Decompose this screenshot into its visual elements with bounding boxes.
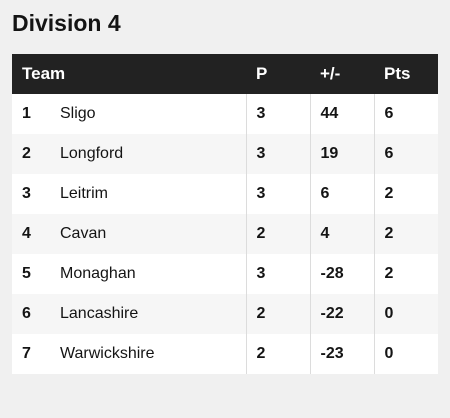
table-header: Team P +/- Pts <box>12 54 438 94</box>
table-row: 3 Leitrim 3 6 2 <box>12 174 438 214</box>
played-cell: 2 <box>245 334 310 374</box>
diff-cell: 6 <box>309 174 374 214</box>
team-cell: 5 Monaghan <box>12 254 246 294</box>
team-name: Monaghan <box>60 265 136 282</box>
position: 3 <box>22 185 31 202</box>
position: 4 <box>22 225 31 242</box>
team-name: Leitrim <box>60 185 109 202</box>
diff-cell: 4 <box>309 214 374 254</box>
header-points: Pts <box>384 64 411 83</box>
points-cell: 2 <box>373 214 438 254</box>
diff-cell: -23 <box>309 334 374 374</box>
team-cell: 4 Cavan <box>12 214 246 254</box>
position: 2 <box>22 145 31 162</box>
played-cell: 3 <box>245 174 310 214</box>
played-cell: 3 <box>245 254 310 294</box>
position: 6 <box>22 305 31 322</box>
position: 5 <box>22 265 31 282</box>
table-row: 5 Monaghan 3 -28 2 <box>12 254 438 294</box>
points-cell: 2 <box>373 254 438 294</box>
diff-cell: -22 <box>309 294 374 334</box>
page-title: Division 4 <box>12 10 121 36</box>
team-cell: 3 Leitrim <box>12 174 246 214</box>
points-cell: 2 <box>373 174 438 214</box>
header-diff: +/- <box>320 64 341 83</box>
team-name: Lancashire <box>60 305 139 322</box>
position: 1 <box>22 105 31 122</box>
points-cell: 0 <box>373 294 438 334</box>
table-body: 1 Sligo 3 44 6 2 Longford 3 19 6 3 Leitrim … <box>12 94 438 374</box>
table-row: 4 Cavan 2 4 2 <box>12 214 438 254</box>
team-cell: 1 Sligo <box>12 94 246 134</box>
played-cell: 3 <box>245 134 310 174</box>
diff-cell: 44 <box>309 94 374 134</box>
position: 7 <box>22 345 31 362</box>
points-cell: 0 <box>373 334 438 374</box>
table-row: 2 Longford 3 19 6 <box>12 134 438 174</box>
standings-table: Team P +/- Pts 1 Sligo 3 44 6 2 Longford 3… <box>12 54 438 374</box>
team-name: Sligo <box>60 105 96 122</box>
diff-cell: -28 <box>309 254 374 294</box>
table-row: 7 Warwickshire 2 -23 0 <box>12 334 438 374</box>
header-row: Team P +/- Pts <box>12 54 438 94</box>
played-cell: 2 <box>245 214 310 254</box>
played-cell: 3 <box>245 94 310 134</box>
team-cell: 2 Longford <box>12 134 246 174</box>
team-cell: 6 Lancashire <box>12 294 246 334</box>
table-row: 6 Lancashire 2 -22 0 <box>12 294 438 334</box>
team-name: Cavan <box>60 225 107 242</box>
header-team: Team <box>22 64 66 83</box>
team-cell: 7 Warwickshire <box>12 334 246 374</box>
team-name: Warwickshire <box>60 345 155 362</box>
diff-cell: 19 <box>309 134 374 174</box>
table-row: 1 Sligo 3 44 6 <box>12 94 438 134</box>
header-played: P <box>256 64 268 83</box>
played-cell: 2 <box>245 294 310 334</box>
team-name: Longford <box>60 145 124 162</box>
points-cell: 6 <box>373 134 438 174</box>
points-cell: 6 <box>373 94 438 134</box>
